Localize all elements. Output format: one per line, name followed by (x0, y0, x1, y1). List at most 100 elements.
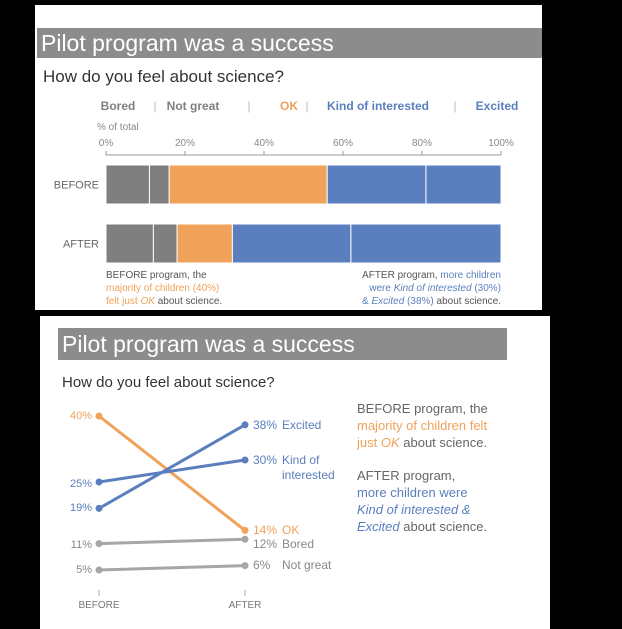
stacked-bar-chart: Bored Not great OK Kind of interested Excite… (54, 99, 519, 307)
data-point (95, 478, 103, 486)
legend-item: Kind of interested (327, 99, 429, 113)
title-bar: Pilot program was a success (37, 28, 542, 58)
bar-segment (231, 223, 352, 264)
x-tick-label: 40% (254, 138, 274, 149)
data-point (241, 456, 249, 464)
data-point (95, 504, 103, 512)
value-label: 5% (76, 564, 92, 576)
series-line (97, 414, 247, 532)
value-label: 30% (253, 453, 277, 467)
annotation-highlight: just (356, 435, 381, 450)
bar-segment (326, 164, 427, 205)
annotation-before: majority of children felt (357, 418, 487, 433)
value-label: 40% (70, 410, 92, 422)
series-line (97, 423, 247, 510)
chart-subtitle: How do you feel about science? (62, 374, 275, 391)
annotation-highlight: were (368, 283, 393, 294)
data-point (95, 540, 103, 548)
bar-segment (168, 164, 328, 205)
annotation-text: BEFORE program, the (357, 401, 488, 416)
annotation-text: about science. (155, 296, 222, 307)
bar-segment (176, 223, 233, 264)
annotation-highlight: more children were (357, 485, 468, 500)
stacked-bar-panel: Pilot program was a success How do you f… (35, 5, 542, 310)
bar-segment (105, 164, 150, 205)
annotation-after: AFTER program, (357, 468, 455, 483)
x-tick-label: 100% (488, 138, 514, 149)
series-label: interested (282, 468, 335, 482)
series-line (97, 458, 247, 484)
annotation-highlight: Excited (357, 519, 400, 534)
series-label: Kind of (282, 453, 320, 467)
annotation-highlight: majority of children felt (357, 418, 487, 433)
bar-segment (425, 164, 502, 205)
annotation-highlight: (30%) (472, 283, 501, 294)
annotation-highlight: OK (381, 435, 401, 450)
bar-segment (152, 223, 178, 264)
data-point (241, 562, 249, 570)
annotation-text: about science. (434, 296, 501, 307)
series-line (97, 564, 247, 572)
bar-segment (105, 223, 154, 264)
bar-segment (350, 223, 502, 264)
category-label: BEFORE (54, 180, 99, 192)
annotation-before: majority of children (40%) (106, 283, 219, 294)
annotation-after: more children were (357, 485, 468, 500)
annotation-after: were Kind of interested (30%) (368, 283, 501, 294)
chart-subtitle: How do you feel about science? (43, 67, 284, 86)
legend-item: Excited (476, 99, 519, 113)
annotation-text: about science. (400, 435, 487, 450)
value-label: 6% (253, 558, 271, 572)
value-label: 12% (253, 537, 277, 551)
data-point (241, 535, 249, 543)
annotation-highlight: majority of children (40%) (106, 283, 219, 294)
legend-separator: | (305, 99, 308, 113)
annotation-before: BEFORE program, the (357, 401, 488, 416)
value-label: 25% (70, 478, 92, 490)
slope-chart-panel: Pilot program was a success How do you f… (40, 316, 550, 629)
annotation-after: Kind of interested & (357, 502, 470, 517)
annotation-highlight: (38%) (404, 296, 433, 307)
category-label: AFTER (63, 239, 99, 251)
legend-item: Not great (167, 99, 220, 113)
chart-title: Pilot program was a success (41, 30, 334, 56)
axis-title: % of total (97, 122, 139, 133)
annotation-text: about science. (400, 519, 487, 534)
annotation-after: AFTER program, more children (362, 270, 501, 281)
x-tick-label: AFTER (229, 600, 262, 611)
data-point (241, 421, 249, 429)
legend-item: OK (280, 99, 298, 113)
legend-separator: | (453, 99, 456, 113)
annotation-before: BEFORE program, the (106, 270, 207, 281)
x-tick-label: 80% (412, 138, 432, 149)
annotation-highlight: Kind of interested & (357, 502, 470, 517)
series-line (97, 537, 247, 546)
annotation-text: AFTER program, (357, 468, 455, 483)
data-point (241, 526, 249, 534)
data-point (95, 566, 103, 574)
annotation-text: BEFORE program, the (106, 270, 207, 281)
value-label: 19% (70, 502, 92, 514)
legend-separator: | (247, 99, 250, 113)
legend-separator: | (153, 99, 156, 113)
annotation-after: & Excited (38%) about science. (362, 296, 501, 307)
x-tick-label: 20% (175, 138, 195, 149)
annotation-highlight: felt just (106, 296, 140, 307)
annotation-before: felt just OK about science. (106, 296, 222, 307)
annotation-highlight: more children (440, 270, 501, 281)
value-label: 38% (253, 418, 277, 432)
series-label: Excited (282, 418, 321, 432)
legend-item: Bored (101, 99, 136, 113)
annotation-highlight: OK (140, 296, 156, 307)
x-tick-label: 60% (333, 138, 353, 149)
title-bar: Pilot program was a success (58, 328, 507, 360)
series-label: Not great (282, 558, 332, 572)
annotation-after: Excited about science. (357, 519, 487, 534)
value-label: 14% (253, 523, 277, 537)
bar-segment (148, 164, 170, 205)
annotation-before: just OK about science. (356, 435, 487, 450)
chart-title: Pilot program was a success (62, 331, 355, 357)
annotation-highlight: & (362, 296, 371, 307)
annotation-text: AFTER program, (362, 270, 440, 281)
